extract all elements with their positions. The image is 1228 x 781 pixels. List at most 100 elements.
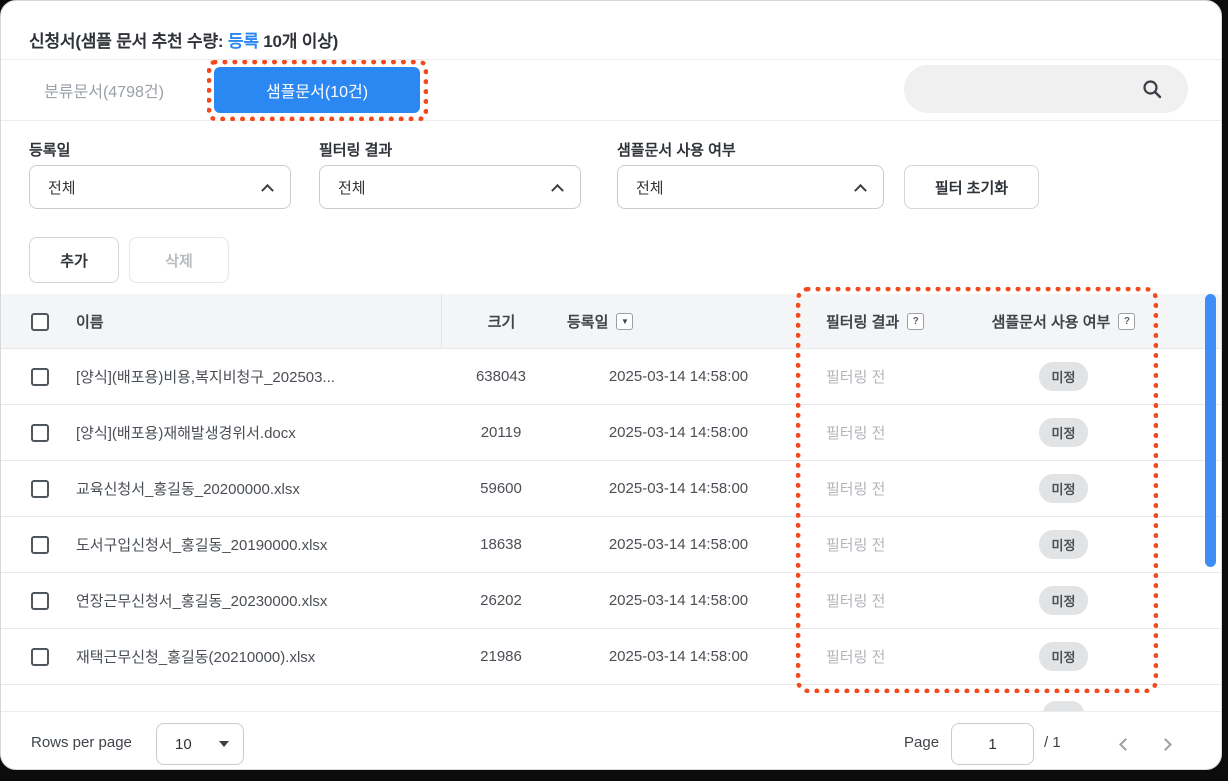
filter-reset-button[interactable]: 필터 초기화 [904, 165, 1039, 209]
filter-result-value: 필터링 전 [826, 369, 886, 386]
help-icon[interactable]: ? [907, 313, 925, 330]
tab-sample-label: 샘플문서(10건) [265, 84, 369, 101]
row-checkbox[interactable] [31, 647, 49, 666]
file-date: 2025-03-14 14:58:00 [608, 424, 749, 441]
table-header-row: 이름 크기 등록일 ▼ 필터링 결과 ? 샘플문서 사용 여부 ? [1, 294, 1221, 349]
help-icon[interactable]: ? [1118, 313, 1136, 330]
file-date: 2025-03-14 14:58:00 [608, 368, 749, 385]
table-row[interactable]: 연장근무신청서_홍길동_20230000.xlsx 26202 2025-03-… [1, 573, 1221, 629]
sort-descending-icon[interactable]: ▼ [616, 313, 634, 330]
filter-result-value: 전체 [338, 179, 366, 197]
row-checkbox[interactable] [31, 535, 49, 554]
file-name: 재택근무신청_홍길동(20210000).xlsx [76, 649, 316, 666]
divider [1, 59, 1221, 60]
tab-classified-documents[interactable]: 분류문서(4798건) [29, 59, 179, 120]
page-title-main: 신청서 [29, 32, 76, 51]
file-name: 연장근무신청서_홍길동_20230000.xlsx [76, 593, 328, 610]
file-size: 26202 [480, 592, 522, 609]
page-title: 신청서(샘플 문서 추천 수량: 등록 10개 이상) [29, 27, 338, 52]
file-date: 2025-03-14 14:58:00 [608, 592, 749, 609]
column-header-name: 이름 [76, 314, 104, 331]
add-button[interactable]: 추가 [29, 237, 119, 283]
file-name: [양식](배포용)비용,복지비청구_202503... [76, 369, 335, 386]
status-badge: 미정 [1038, 362, 1089, 391]
filter-result-value: 필터링 전 [826, 649, 886, 666]
chevron-up-icon [551, 183, 564, 197]
next-page-button[interactable] [1153, 732, 1177, 756]
table-row[interactable]: [양식](배포용)비용,복지비청구_202503... 638043 2025-… [1, 349, 1221, 405]
table-row-partial[interactable] [1, 685, 1221, 711]
filter-usage-label: 샘플문서 사용 여부 [617, 142, 736, 159]
row-checkbox[interactable] [31, 479, 49, 498]
row-checkbox[interactable] [31, 423, 49, 442]
filter-result-value: 필터링 전 [826, 537, 886, 554]
header-checkbox-cell [1, 312, 76, 331]
search-input[interactable] [904, 80, 1142, 98]
search-box[interactable] [904, 65, 1188, 113]
page-title-highlight: 등록 [227, 32, 259, 51]
select-all-checkbox[interactable] [31, 312, 49, 331]
file-size: 18638 [480, 536, 522, 553]
file-date: 2025-03-14 14:58:00 [608, 536, 749, 553]
filter-usage-value: 전체 [636, 179, 664, 197]
file-size: 20119 [480, 424, 522, 441]
filter-result-value: 필터링 전 [826, 425, 886, 442]
column-header-sample-usage-label: 샘플문서 사용 여부 [991, 314, 1111, 331]
page-label: Page [904, 734, 940, 751]
filter-result-value: 필터링 전 [826, 481, 886, 498]
file-date: 2025-03-14 14:58:00 [608, 480, 749, 497]
page-total: / 1 [1044, 734, 1061, 751]
status-badge: 미정 [1038, 586, 1089, 615]
divider [1, 120, 1221, 121]
file-date: 2025-03-14 14:58:00 [608, 648, 749, 665]
documents-table: 이름 크기 등록일 ▼ 필터링 결과 ? 샘플문서 사용 여부 ? [양식](배… [1, 294, 1221, 711]
filter-date-value: 전체 [48, 179, 76, 197]
tab-sample-documents[interactable]: 샘플문서(10건) [214, 67, 420, 113]
filter-date-label: 등록일 [29, 142, 71, 159]
divider [1, 711, 1221, 712]
file-name: 도서구입신청서_홍길동_20190000.xlsx [76, 537, 328, 554]
status-badge: 미정 [1038, 474, 1089, 503]
table-row[interactable]: 재택근무신청_홍길동(20210000).xlsx 21986 2025-03-… [1, 629, 1221, 685]
file-name: [양식](배포용)재해발생경위서.docx [76, 425, 296, 442]
file-size: 59600 [480, 480, 522, 497]
filter-usage-dropdown[interactable]: 전체 [617, 165, 884, 209]
search-icon[interactable] [1142, 79, 1162, 99]
table-row[interactable]: 도서구입신청서_홍길동_20190000.xlsx 18638 2025-03-… [1, 517, 1221, 573]
rows-per-page-label: Rows per page [31, 734, 132, 751]
status-badge: 미정 [1038, 642, 1089, 671]
chevron-up-icon [261, 183, 274, 197]
file-size: 638043 [475, 368, 527, 385]
column-header-filter-result: 필터링 결과 ? [796, 311, 966, 332]
rows-per-page-select[interactable]: 10 [156, 723, 244, 765]
status-badge-partial [1043, 701, 1084, 711]
filter-result-dropdown[interactable]: 전체 [319, 165, 581, 209]
row-checkbox[interactable] [31, 367, 49, 386]
status-badge: 미정 [1038, 418, 1089, 447]
filter-date-dropdown[interactable]: 전체 [29, 165, 291, 209]
filter-result-value: 필터링 전 [826, 593, 886, 610]
chevron-left-icon [1118, 737, 1132, 751]
previous-page-button[interactable] [1113, 732, 1137, 756]
chevron-up-icon [854, 183, 867, 197]
vertical-scrollbar-thumb[interactable] [1205, 294, 1216, 567]
file-size: 21986 [480, 648, 522, 665]
column-header-size: 크기 [441, 294, 561, 349]
file-name: 교육신청서_홍길동_20200000.xlsx [76, 481, 300, 498]
tab-classified-label: 분류문서(4798건) [44, 83, 164, 101]
caret-down-icon [219, 741, 229, 747]
row-checkbox[interactable] [31, 591, 49, 610]
page-title-paren-suffix: 10개 이상) [258, 32, 339, 51]
table-row[interactable]: [양식](배포용)재해발생경위서.docx 20119 2025-03-14 1… [1, 405, 1221, 461]
rows-per-page-value: 10 [175, 735, 192, 753]
delete-button[interactable]: 삭제 [129, 237, 229, 283]
page-number-input[interactable] [951, 723, 1034, 765]
page-title-paren-prefix: (샘플 문서 추천 수량: [75, 32, 228, 51]
table-row[interactable]: 교육신청서_홍길동_20200000.xlsx 59600 2025-03-14… [1, 461, 1221, 517]
column-header-filter-result-label: 필터링 결과 [826, 314, 900, 331]
status-badge: 미정 [1038, 530, 1089, 559]
filter-result-label: 필터링 결과 [319, 142, 393, 159]
column-header-date[interactable]: 등록일 ▼ [561, 311, 796, 332]
chevron-right-icon [1158, 737, 1172, 751]
